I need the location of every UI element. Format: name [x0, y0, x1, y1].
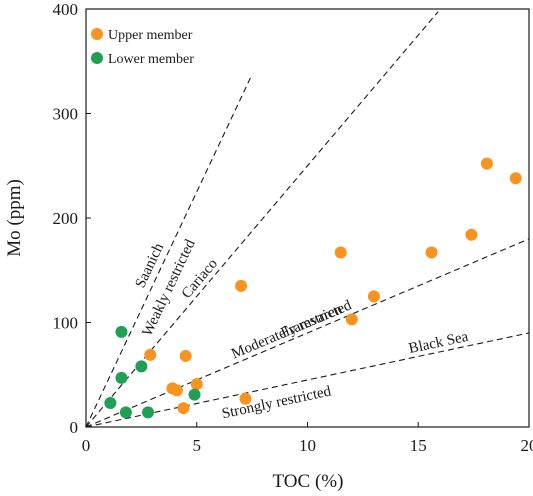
data-point: [119, 406, 132, 419]
axes: 051015200100200300400: [53, 0, 533, 455]
plot-frame: [85, 8, 530, 428]
legend-marker: [91, 28, 103, 40]
legend-label: Lower member: [108, 52, 194, 67]
data-point: [367, 290, 380, 303]
data-point: [177, 402, 190, 415]
data-point: [480, 157, 493, 170]
data-point: [179, 349, 192, 362]
data-point: [334, 246, 347, 259]
data-point: [190, 378, 203, 391]
reference-lines: [85, 11, 530, 428]
reference-line-label: Strongly restricted: [220, 383, 333, 422]
data-point: [509, 172, 522, 185]
data-points: [104, 157, 522, 419]
y-tick-label: 400: [53, 0, 79, 19]
data-point: [345, 313, 358, 326]
y-tick-label: 0: [70, 418, 79, 437]
legend-marker: [91, 52, 103, 64]
data-point: [235, 279, 248, 292]
reference-line-label: Black Sea: [407, 329, 470, 357]
reference-line: [85, 74, 253, 428]
data-point: [239, 392, 252, 405]
legend: Upper member Lower member: [91, 28, 194, 67]
data-point: [170, 384, 183, 397]
data-point: [104, 396, 117, 409]
data-point: [425, 246, 438, 259]
x-tick-label: 10: [299, 436, 316, 455]
data-point: [144, 348, 157, 361]
reference-line: [85, 332, 530, 428]
y-tick-label: 100: [53, 314, 79, 333]
data-point: [465, 228, 478, 241]
x-axis-title: TOC (%): [273, 471, 344, 492]
x-tick-label: 15: [410, 436, 427, 455]
legend-label: Upper member: [108, 28, 193, 43]
x-tick-label: 5: [193, 436, 202, 455]
reference-line: [85, 238, 530, 428]
y-axis-title: Mo (ppm): [4, 179, 25, 257]
data-point: [188, 388, 201, 401]
data-point: [135, 360, 148, 373]
y-tick-label: 300: [53, 105, 79, 124]
x-tick-label: 20: [521, 436, 533, 455]
x-tick-label: 0: [82, 436, 91, 455]
data-point: [142, 406, 155, 419]
y-tick-label: 200: [53, 209, 79, 228]
reference-line: [85, 11, 439, 428]
data-point: [115, 325, 128, 338]
data-point: [115, 371, 128, 384]
